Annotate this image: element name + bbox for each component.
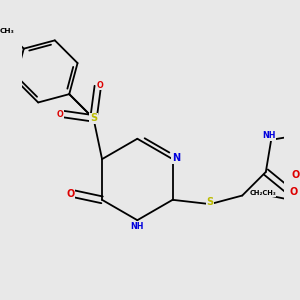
Text: NH: NH (262, 131, 276, 140)
Text: O: O (97, 81, 103, 90)
Text: NH: NH (130, 222, 144, 231)
Text: CH₂CH₃: CH₂CH₃ (249, 190, 276, 196)
Text: N: N (172, 153, 180, 163)
Text: S: S (90, 113, 97, 123)
Text: O: O (66, 189, 74, 199)
Text: O: O (292, 170, 300, 180)
Text: O: O (57, 110, 64, 118)
Text: CH₃: CH₃ (0, 28, 14, 34)
Text: O: O (290, 187, 298, 197)
Text: S: S (206, 197, 214, 207)
